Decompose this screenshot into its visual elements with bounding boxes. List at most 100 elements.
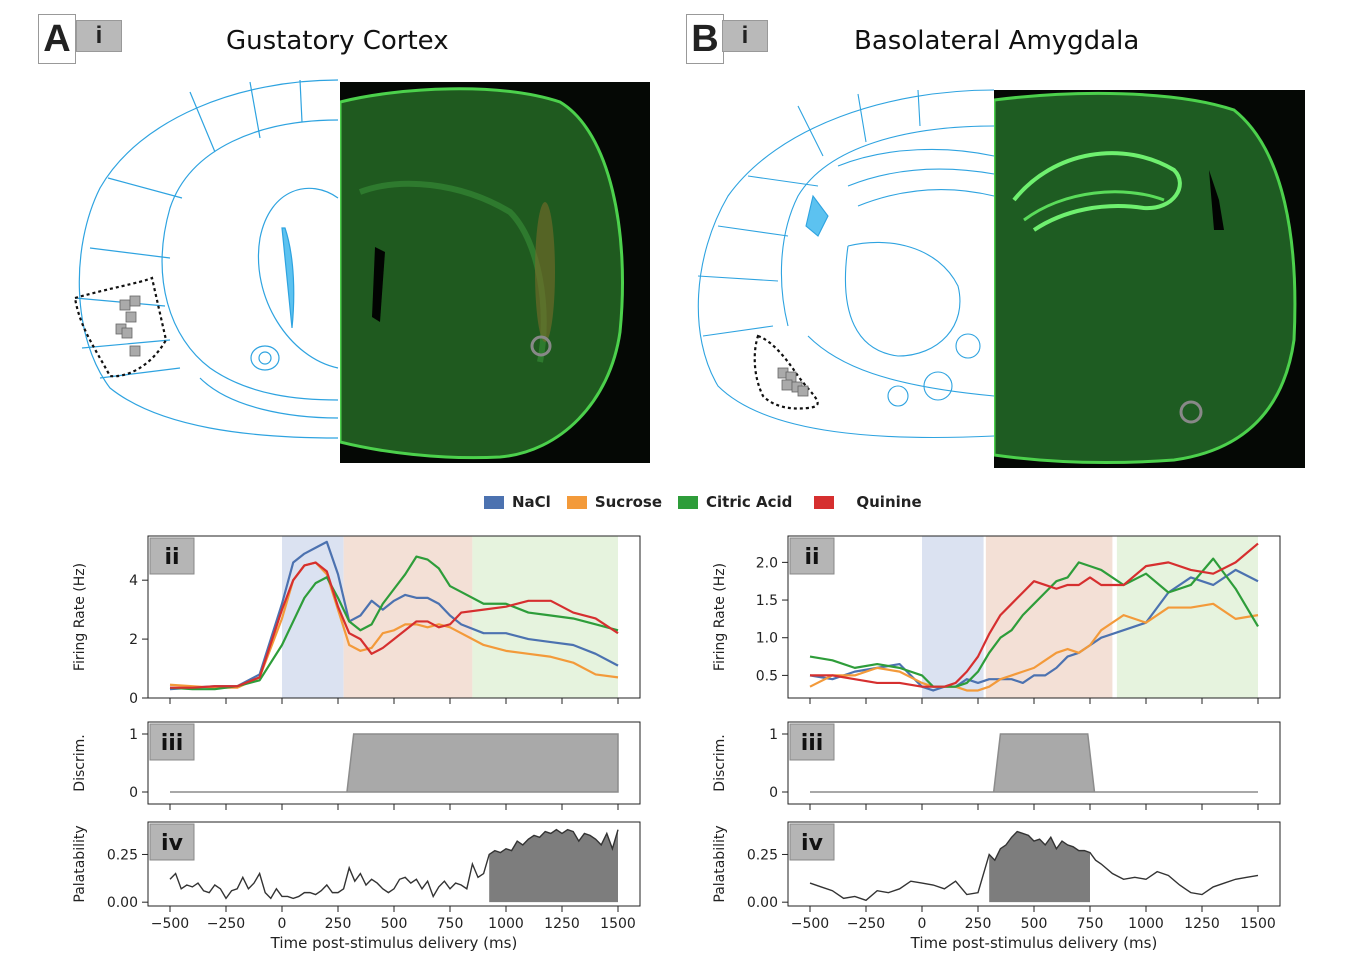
x-tick-label: 250 <box>325 916 352 932</box>
panel-letter-a: A <box>38 14 76 64</box>
x-tick-label: 1500 <box>600 916 636 932</box>
sub-panel-label-text: iii <box>801 731 824 756</box>
legend-label-citric-acid: Citric Acid <box>706 493 793 511</box>
sub-panel-label-iii: iii <box>149 723 195 761</box>
series-line-citric-acid <box>169 555 619 691</box>
micrograph-b <box>994 90 1305 468</box>
sub-panel-label-box <box>149 537 195 575</box>
y-tick-label: 0.25 <box>107 847 138 863</box>
sub-panel-label-text: iv <box>801 831 824 856</box>
chart-legend: NaCl Sucrose Citric Acid Quinine <box>484 490 938 514</box>
sub-panel-label-iv: iv <box>149 823 195 861</box>
discrim-area <box>810 733 1258 793</box>
y-axis-label: Palatability <box>72 825 88 902</box>
legend-item-nacl: NaCl <box>484 493 551 511</box>
y-tick-label: 0 <box>129 785 138 801</box>
x-axis-label: Time post-stimulus delivery (ms) <box>910 934 1158 952</box>
x-tick-label: 1500 <box>1240 916 1276 932</box>
x-tick-label: −500 <box>151 916 189 932</box>
legend-swatch-citric-acid <box>678 495 699 509</box>
y-axis-label: Firing Rate (Hz) <box>712 563 728 671</box>
y-tick-label: 0.00 <box>107 895 138 911</box>
series-line-quinine <box>810 542 1259 688</box>
y-tick-label: 2.0 <box>756 555 778 571</box>
y-tick-label: 1 <box>769 727 778 743</box>
sub-panel-label-text: iii <box>161 731 184 756</box>
epoch-band-0 <box>922 536 984 698</box>
y-tick-label: 0 <box>769 785 778 801</box>
legend-swatch-quinine <box>814 495 835 509</box>
y-tick-label: 2 <box>129 632 138 648</box>
series-line-nacl <box>169 540 619 691</box>
firing-rate-chart-a: 0 2 4 Firing Rate (Hz) ii <box>72 535 641 707</box>
sub-panel-label-box <box>789 723 835 761</box>
x-tick-label: 1250 <box>544 916 580 932</box>
discrim-area <box>170 733 619 793</box>
x-tick-label: 1250 <box>1184 916 1220 932</box>
panel-sub-a-i: i <box>76 20 122 52</box>
y-tick-label: 1 <box>129 727 138 743</box>
x-tick-label: 500 <box>381 916 408 932</box>
legend-item-sucrose: Sucrose <box>566 493 663 511</box>
y-tick-label: 1.0 <box>756 631 778 647</box>
sub-panel-label-iii: iii <box>789 723 835 761</box>
x-tick-label: 750 <box>1077 916 1104 932</box>
x-tick-label: 250 <box>965 916 992 932</box>
x-tick-label: 1000 <box>488 916 524 932</box>
y-tick-label: 0.00 <box>747 895 778 911</box>
brain-atlas-a <box>73 79 339 439</box>
panel-sub-b-i: i <box>722 20 768 52</box>
sub-panel-label-text: ii <box>164 545 179 570</box>
discrim-chart-a: 0 1 Discrim. iii <box>72 721 641 810</box>
legend-label-quinine: Quinine <box>856 493 922 511</box>
x-tick-label: −250 <box>847 916 885 932</box>
legend-swatch-sucrose <box>566 495 587 509</box>
micrograph-a <box>340 82 650 463</box>
palatability-significant-area <box>989 831 1090 903</box>
epoch-band-0 <box>282 536 344 698</box>
sub-panel-label-box <box>149 823 195 861</box>
y-axis-label: Firing Rate (Hz) <box>72 563 88 671</box>
x-tick-label: 1000 <box>1128 916 1164 932</box>
sub-panel-label-text: iv <box>161 831 184 856</box>
x-tick-label: −250 <box>207 916 245 932</box>
panel-title-a: Gustatory Cortex <box>226 26 449 56</box>
sub-panel-label-box <box>789 537 835 575</box>
x-tick-label: 750 <box>437 916 464 932</box>
series-line-sucrose <box>169 561 619 689</box>
x-tick-label: 0 <box>278 916 287 932</box>
sub-panel-label-ii: ii <box>149 537 195 575</box>
sub-panel-label-text: ii <box>804 545 819 570</box>
x-tick-label: 500 <box>1021 916 1048 932</box>
legend-item-citric-acid: Citric Acid <box>678 493 792 511</box>
brain-atlas-b <box>697 89 995 439</box>
y-axis-label: Discrim. <box>712 734 728 791</box>
sub-panel-label-box <box>789 823 835 861</box>
legend-label-nacl: NaCl <box>512 493 551 511</box>
palatability-chart-a: 0.00 0.25 Palatability −500 −250 0 250 500 750 10… <box>72 821 641 952</box>
y-axis-label: Palatability <box>712 825 728 902</box>
sub-panel-label-iv: iv <box>789 823 835 861</box>
x-axis-label: Time post-stimulus delivery (ms) <box>270 934 518 952</box>
palatability-significant-area <box>489 829 618 903</box>
y-tick-label: 4 <box>129 573 138 589</box>
y-tick-label: 1.5 <box>756 593 778 609</box>
palatability-line <box>809 830 1259 902</box>
epoch-band-1 <box>985 536 1113 698</box>
series-line-citric-acid <box>809 557 1259 688</box>
legend-item-quinine: Quinine <box>814 493 922 511</box>
series-line-quinine <box>170 561 619 689</box>
palatability-line <box>169 828 619 900</box>
palatability-chart-b: 0.00 0.25 Palatability −500 −250 0 250 500 750 10… <box>712 821 1281 952</box>
panel-letter-b: B <box>686 14 724 64</box>
discrim-chart-b: 0 1 Discrim. iii <box>712 721 1281 810</box>
series-line-sucrose <box>809 602 1259 692</box>
y-tick-label: 0.5 <box>756 668 778 684</box>
x-tick-label: −500 <box>791 916 829 932</box>
firing-rate-chart-b: 0.5 1.0 1.5 2.0 Firing Rate (Hz) ii <box>712 535 1281 704</box>
legend-label-sucrose: Sucrose <box>594 493 663 511</box>
y-tick-label: 0.25 <box>747 847 778 863</box>
y-axis-label: Discrim. <box>72 734 88 791</box>
sub-panel-label-ii: ii <box>789 537 835 575</box>
sub-panel-label-box <box>149 723 195 761</box>
